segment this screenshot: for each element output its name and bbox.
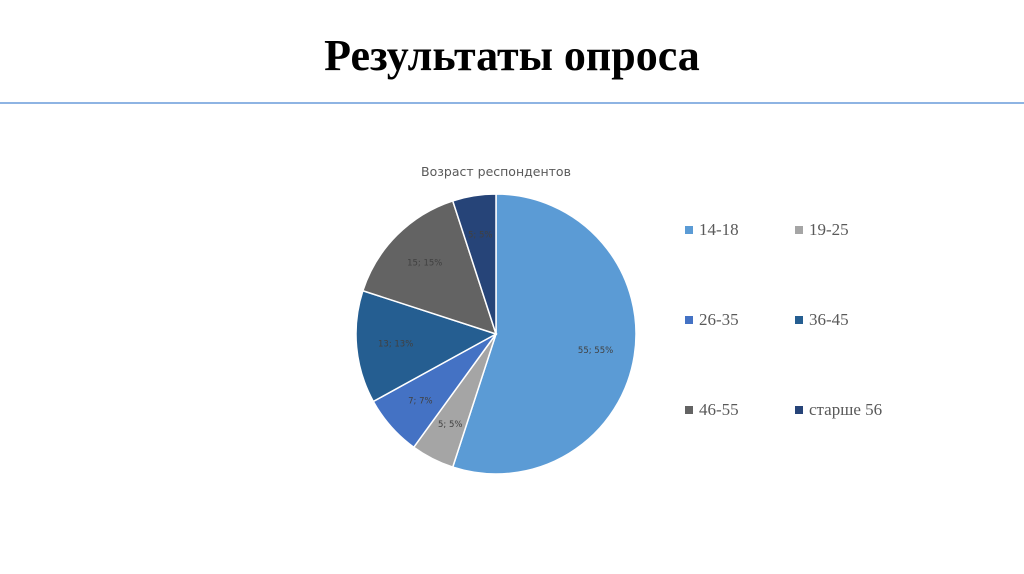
legend-item-старше-56: старше 56 bbox=[795, 400, 882, 420]
data-label-46-55: 15; 15% bbox=[407, 259, 442, 269]
legend-swatch bbox=[795, 406, 803, 414]
legend-item-26-35: 26-35 bbox=[685, 310, 739, 330]
legend-label: 19-25 bbox=[809, 220, 849, 239]
legend-label: 14-18 bbox=[699, 220, 739, 239]
pie-slice-старше-56 bbox=[451, 193, 497, 335]
data-label-старше-56: 5; 5% bbox=[468, 230, 492, 240]
data-label-19-25: 5; 5% bbox=[438, 420, 462, 430]
title-divider bbox=[0, 102, 1024, 104]
data-label-14-18: 55; 55% bbox=[578, 346, 613, 356]
legend-swatch bbox=[795, 316, 803, 324]
data-label-26-35: 7; 7% bbox=[408, 397, 432, 407]
legend-swatch bbox=[685, 406, 693, 414]
legend-label: старше 56 bbox=[809, 400, 883, 419]
legend-swatch bbox=[685, 316, 693, 324]
legend-label: 46-55 bbox=[699, 400, 739, 419]
legend-swatch bbox=[685, 226, 693, 234]
legend-label: 36-45 bbox=[809, 310, 849, 329]
data-label-36-45: 13; 13% bbox=[378, 339, 413, 349]
pie-slice-36-45 bbox=[355, 289, 498, 403]
legend-swatch bbox=[795, 226, 803, 234]
legend-item-36-45: 36-45 bbox=[795, 310, 849, 330]
pie-slice-46-55 bbox=[361, 199, 498, 336]
legend-item-46-55: 46-55 bbox=[685, 400, 739, 420]
slide-title: Результаты опроса bbox=[324, 31, 700, 80]
legend-item-19-25: 19-25 bbox=[795, 220, 849, 240]
legend-item-14-18: 14-18 bbox=[685, 220, 739, 240]
chart-title: Возраст респондентов bbox=[421, 164, 571, 179]
legend-label: 26-35 bbox=[699, 310, 739, 329]
pie-slice-14-18 bbox=[451, 193, 637, 475]
